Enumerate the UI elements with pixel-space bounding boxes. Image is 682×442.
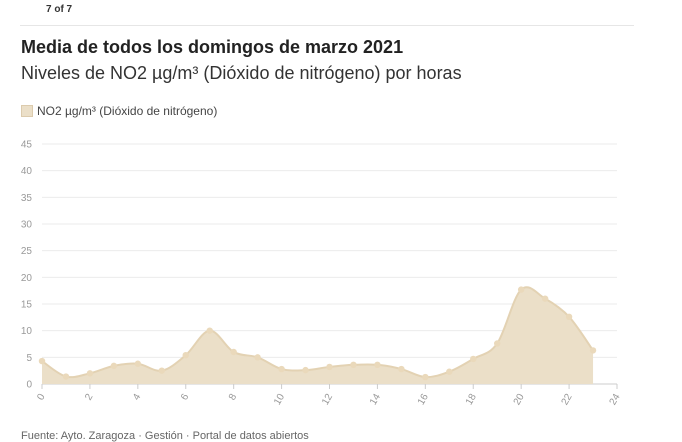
data-point-11[interactable] [302, 366, 309, 374]
legend-label: NO2 µg/m³ (Dióxido de nitrógeno) [37, 104, 218, 118]
x-tick-label-4: 4 [131, 392, 144, 403]
x-tick-label-6: 6 [179, 392, 192, 403]
top-divider [20, 25, 634, 26]
data-point-14[interactable] [374, 361, 381, 368]
data-point-21[interactable] [541, 295, 549, 302]
data-point-9[interactable] [254, 354, 261, 361]
y-tick-label-30: 30 [21, 220, 33, 231]
x-tick-label-12: 12 [320, 392, 335, 408]
source-note: Fuente: Ayto. Zaragoza · Gestión · Porta… [21, 430, 309, 442]
y-tick-label-5: 5 [26, 353, 32, 364]
data-point-8[interactable] [230, 348, 237, 356]
data-point-10[interactable] [278, 365, 285, 373]
data-point-5[interactable] [158, 367, 165, 374]
chart-title: Media de todos los domingos de marzo 202… [21, 37, 404, 57]
x-tick-label-24: 24 [608, 392, 623, 408]
data-point-13[interactable] [350, 361, 357, 368]
data-point-16[interactable] [422, 373, 429, 381]
x-tick-label-18: 18 [464, 392, 479, 408]
y-tick-label-10: 10 [21, 326, 33, 337]
x-tick-label-14: 14 [368, 392, 383, 408]
x-tick-label-10: 10 [272, 392, 287, 408]
data-point-2[interactable] [86, 370, 94, 377]
data-point-0[interactable] [38, 357, 46, 365]
x-tick-label-2: 2 [83, 392, 96, 403]
series-points [38, 286, 597, 381]
data-point-3[interactable] [110, 362, 118, 370]
y-tick-label-20: 20 [21, 273, 33, 284]
x-tick-label-22: 22 [560, 392, 575, 408]
data-point-22[interactable] [565, 313, 573, 320]
y-tick-label-40: 40 [21, 166, 33, 177]
y-tick-label-0: 0 [26, 380, 32, 391]
chart-legend[interactable]: NO2 µg/m³ (Dióxido de nitrógeno) [21, 104, 217, 118]
data-point-19[interactable] [494, 340, 501, 347]
data-point-12[interactable] [326, 363, 333, 371]
data-point-4[interactable] [134, 360, 142, 367]
x-axis: 0 2 4 6 8 10 12 14 16 18 20 22 24 [35, 384, 623, 407]
x-tick-label-8: 8 [227, 392, 240, 403]
data-point-20[interactable] [517, 286, 525, 293]
legend-swatch [21, 105, 33, 117]
data-point-18[interactable] [470, 355, 477, 363]
y-axis-ticks: 0 5 10 15 20 25 30 35 40 45 [21, 140, 33, 391]
data-point-1[interactable] [62, 373, 70, 380]
data-point-6[interactable] [182, 352, 189, 359]
y-tick-label-25: 25 [21, 246, 33, 257]
chart-subtitle: Niveles de NO2 µg/m³ (Dióxido de nitróge… [21, 63, 462, 83]
data-point-15[interactable] [398, 365, 405, 373]
data-point-17[interactable] [446, 368, 453, 375]
data-point-7[interactable] [206, 327, 213, 334]
data-point-23[interactable] [589, 347, 597, 354]
x-tick-label-20: 20 [512, 392, 527, 408]
page-indicator: 7 of 7 [46, 4, 73, 15]
series-area [42, 287, 594, 384]
x-tick-label-16: 16 [416, 392, 431, 408]
y-tick-label-35: 35 [21, 193, 33, 204]
x-tick-label-0: 0 [35, 392, 48, 403]
y-tick-label-45: 45 [21, 140, 33, 151]
y-tick-label-15: 15 [21, 300, 33, 311]
